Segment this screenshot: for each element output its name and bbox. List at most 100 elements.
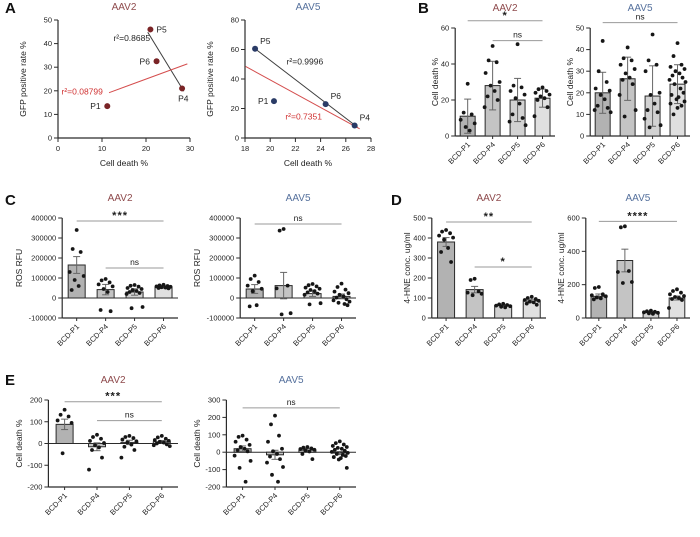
scatter-dot	[285, 283, 290, 288]
chart-title: AAV5	[286, 193, 311, 204]
scatter-dot	[643, 69, 648, 74]
scatter-dot	[310, 282, 315, 286]
category-label: BCD-P6	[510, 322, 536, 348]
scatter-dot	[673, 295, 677, 299]
scatter-dot	[110, 284, 115, 289]
scatter-dot	[618, 225, 623, 230]
scatter-dot	[315, 291, 320, 296]
scatter-dot	[465, 290, 470, 295]
scatter-dot	[99, 278, 104, 283]
scatter-dot	[648, 93, 653, 97]
y-axis-title: GFP positive rate %	[18, 41, 28, 117]
scatter-dot	[159, 433, 164, 438]
scatter-dot	[645, 108, 650, 112]
y-tick-label: 0	[216, 448, 220, 457]
scatter-dot	[288, 311, 293, 316]
y-tick-label: 0	[580, 132, 584, 141]
scatter-dot	[668, 292, 672, 297]
scatter-dot	[510, 112, 515, 117]
chart-title: AAV2	[101, 375, 126, 386]
y-axis-title: 4-HNE conc. ug/ml	[556, 232, 566, 303]
scatter-dot	[166, 286, 171, 291]
scatter-dot	[592, 108, 597, 112]
r-squared-annotation: r²=0.08799	[62, 86, 104, 96]
y-tick-label: 30	[576, 67, 584, 76]
y-tick-label: -100	[27, 461, 42, 470]
x-tick-label: 20	[266, 144, 274, 153]
scatter-dot	[536, 298, 541, 303]
significance-label: ns	[513, 30, 522, 40]
scatter-dot	[308, 288, 313, 292]
scatter-dot	[483, 71, 488, 75]
x-tick-label: 20	[142, 144, 150, 153]
scatter-dot	[497, 80, 502, 84]
scatter-dot	[268, 454, 272, 459]
category-label: BCD-P4	[453, 322, 479, 348]
scatter-dot	[245, 449, 250, 454]
scatter-dot	[266, 439, 270, 444]
scatter-dot	[629, 280, 634, 284]
category-label: BCD-P1	[221, 491, 247, 517]
scatter-dot	[100, 455, 104, 460]
scatter-dot	[336, 457, 341, 462]
scatter-dot	[655, 110, 660, 115]
significance-label: ***	[105, 391, 121, 403]
scatter-dot	[91, 435, 95, 439]
scatter-dot	[520, 116, 525, 120]
scatter-dot	[467, 128, 472, 133]
panel-a-aav2-scatter-chart: AAV2 0 10 20 30 40 50 0 10 20 30 Cell death % GFP po…	[16, 0, 202, 189]
category-label: BCD-P4	[84, 322, 110, 348]
significance-label: **	[484, 211, 495, 223]
scatter-dot	[534, 302, 539, 307]
y-tick-label: 20	[576, 88, 584, 97]
scatter-dot	[235, 448, 240, 453]
scatter-dot	[161, 440, 166, 445]
scatter-dot	[608, 110, 613, 115]
scatter-dot	[270, 472, 274, 477]
category-label: BCD-P6	[320, 322, 346, 348]
scatter-dot	[596, 69, 601, 74]
panel-a-aav5-scatter-chart: AAV5 0 20 40 60 80 18 20 22 24 26 28 Cell death % GFP…	[203, 0, 383, 189]
scatter-dot	[673, 69, 678, 74]
category-label: BCD-P4	[471, 140, 497, 166]
y-tick-label: 100000	[31, 274, 56, 283]
scatter-dot	[679, 103, 684, 108]
chart-title: AAV5	[628, 3, 653, 14]
e-aav5-svg: AAV5 -200 -100 0 100 200 300 Cell death % BCD-P1…	[192, 375, 356, 517]
scatter-dot	[76, 284, 81, 288]
scatter-dot	[317, 286, 322, 291]
scatter-dot	[335, 445, 340, 450]
scatter-dot	[157, 439, 162, 444]
point-label: P1	[258, 96, 269, 106]
scatter-dot	[437, 233, 441, 238]
scatter-dot	[276, 479, 280, 484]
scatter-dot	[310, 457, 315, 462]
scatter-dot	[446, 246, 450, 250]
scatter-dot	[271, 449, 275, 454]
scatter-dot	[309, 446, 314, 451]
scatter-dot	[331, 455, 336, 459]
scatter-dot	[672, 82, 677, 87]
scatter-dot	[494, 60, 499, 65]
scatter-dot	[344, 465, 349, 470]
point-label: P5	[260, 36, 271, 46]
data-point-p4	[179, 85, 186, 92]
scatter-dot	[482, 105, 487, 110]
scatter-dot	[595, 103, 600, 108]
scatter-dot	[96, 282, 101, 287]
scatter-dot	[69, 288, 74, 292]
chart-title: AAV2	[493, 3, 518, 14]
c-aav2-svg: AAV2 -100000 0 100000 200000 300000 400000 ROS …	[14, 193, 178, 348]
scatter-dot	[107, 280, 112, 285]
scatter-dot	[540, 85, 545, 90]
scatter-dot	[163, 436, 168, 441]
category-label: BCD-P6	[318, 491, 344, 517]
scatter-dot	[242, 446, 247, 451]
category-label: BCD-P5	[286, 491, 312, 517]
scatter-dot	[232, 453, 237, 458]
scatter-dot	[536, 87, 541, 92]
scatter-dot	[66, 414, 71, 419]
scatter-dot	[120, 437, 125, 442]
y-tick-label: -200	[27, 483, 42, 492]
